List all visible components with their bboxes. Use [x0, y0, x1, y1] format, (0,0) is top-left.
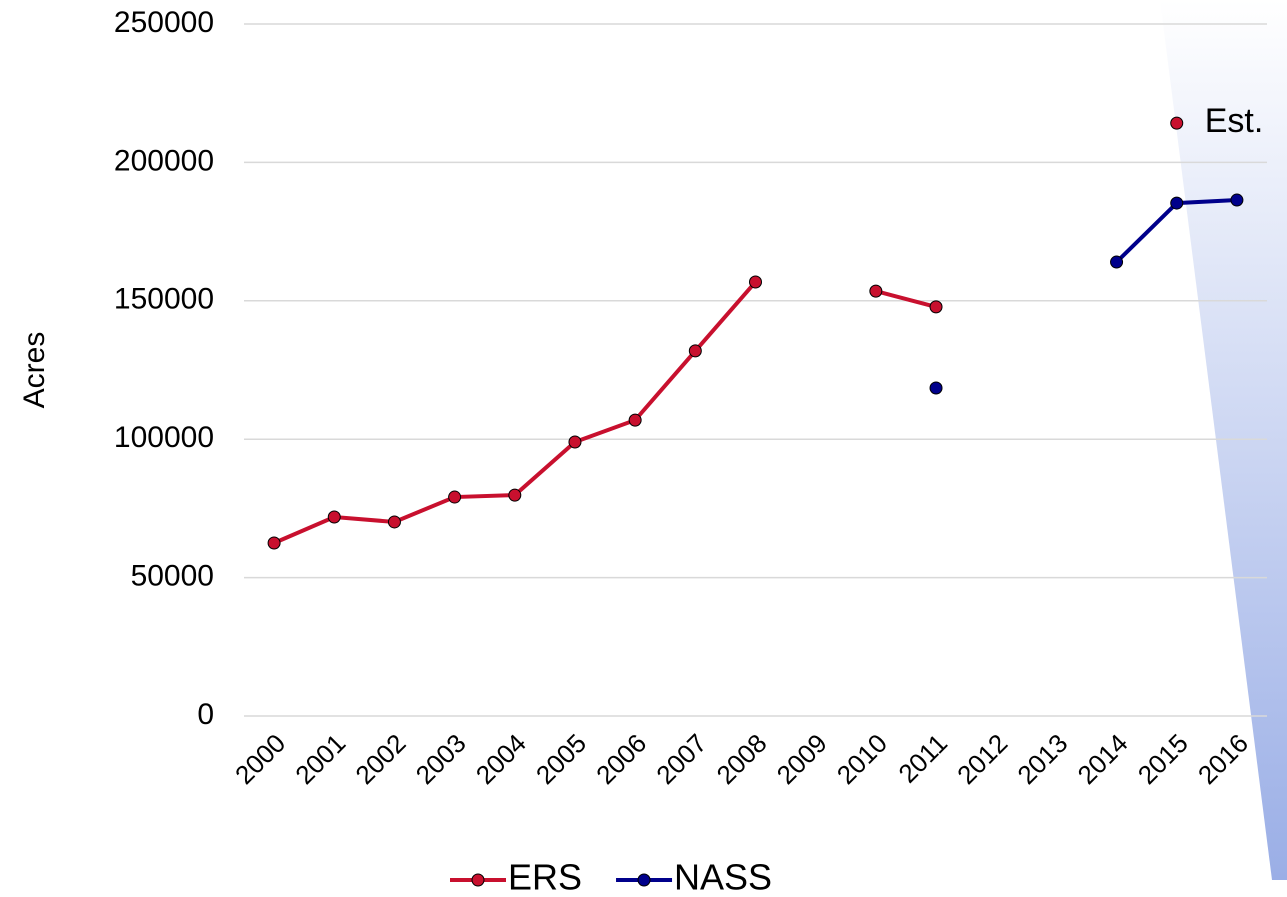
y-tick-label: 200000 — [114, 144, 214, 177]
x-tick-label: 2013 — [1011, 728, 1073, 790]
data-point — [508, 488, 522, 502]
legend-marker — [471, 873, 485, 887]
legend-label: ERS — [508, 857, 582, 897]
data-point — [628, 413, 642, 427]
x-tick-label: 2004 — [470, 728, 532, 790]
data-point — [749, 275, 762, 289]
data-point — [267, 536, 281, 550]
y-tick-label: 100000 — [114, 421, 214, 454]
data-point — [387, 515, 401, 529]
x-tick-label: 2008 — [710, 728, 772, 790]
x-tick-label: 2014 — [1072, 728, 1134, 790]
data-point — [1230, 193, 1244, 207]
x-tick-label: 2007 — [650, 728, 712, 790]
x-tick-label: 2012 — [951, 728, 1013, 790]
y-tick-label: 50000 — [131, 560, 214, 593]
data-point — [1170, 196, 1184, 210]
data-point — [1110, 255, 1124, 269]
x-tick-label: 2015 — [1132, 728, 1194, 790]
y-tick-label: 250000 — [114, 6, 214, 39]
y-tick-label: 150000 — [114, 283, 214, 316]
y-axis-label: Acres — [18, 332, 51, 409]
x-tick-label: 2002 — [349, 728, 411, 790]
series-line — [875, 289, 937, 309]
x-tick-label: 2009 — [771, 728, 833, 790]
x-tick-label: 2010 — [831, 728, 893, 790]
legend-label: NASS — [674, 857, 772, 897]
x-tick-label: 2011 — [892, 728, 953, 789]
legend-marker — [637, 873, 651, 887]
x-tick-label: 2003 — [410, 728, 472, 790]
data-point — [568, 435, 582, 449]
annotation-point — [1170, 116, 1184, 130]
annotation-label: Est. — [1205, 102, 1264, 140]
x-tick-label: 2001 — [289, 728, 351, 790]
x-tick-label: 2006 — [590, 728, 652, 790]
x-tick-label: 2000 — [229, 728, 291, 790]
data-point — [929, 300, 943, 314]
series-line — [273, 280, 758, 545]
x-tick-label: 2016 — [1192, 728, 1254, 790]
x-tick-label: 2005 — [530, 728, 592, 790]
data-point — [869, 284, 883, 298]
y-tick-label: 0 — [197, 698, 214, 731]
data-point — [688, 344, 702, 358]
data-point — [929, 381, 943, 395]
data-point — [327, 510, 341, 524]
decoration — [1160, 0, 1287, 880]
data-point — [448, 490, 462, 504]
